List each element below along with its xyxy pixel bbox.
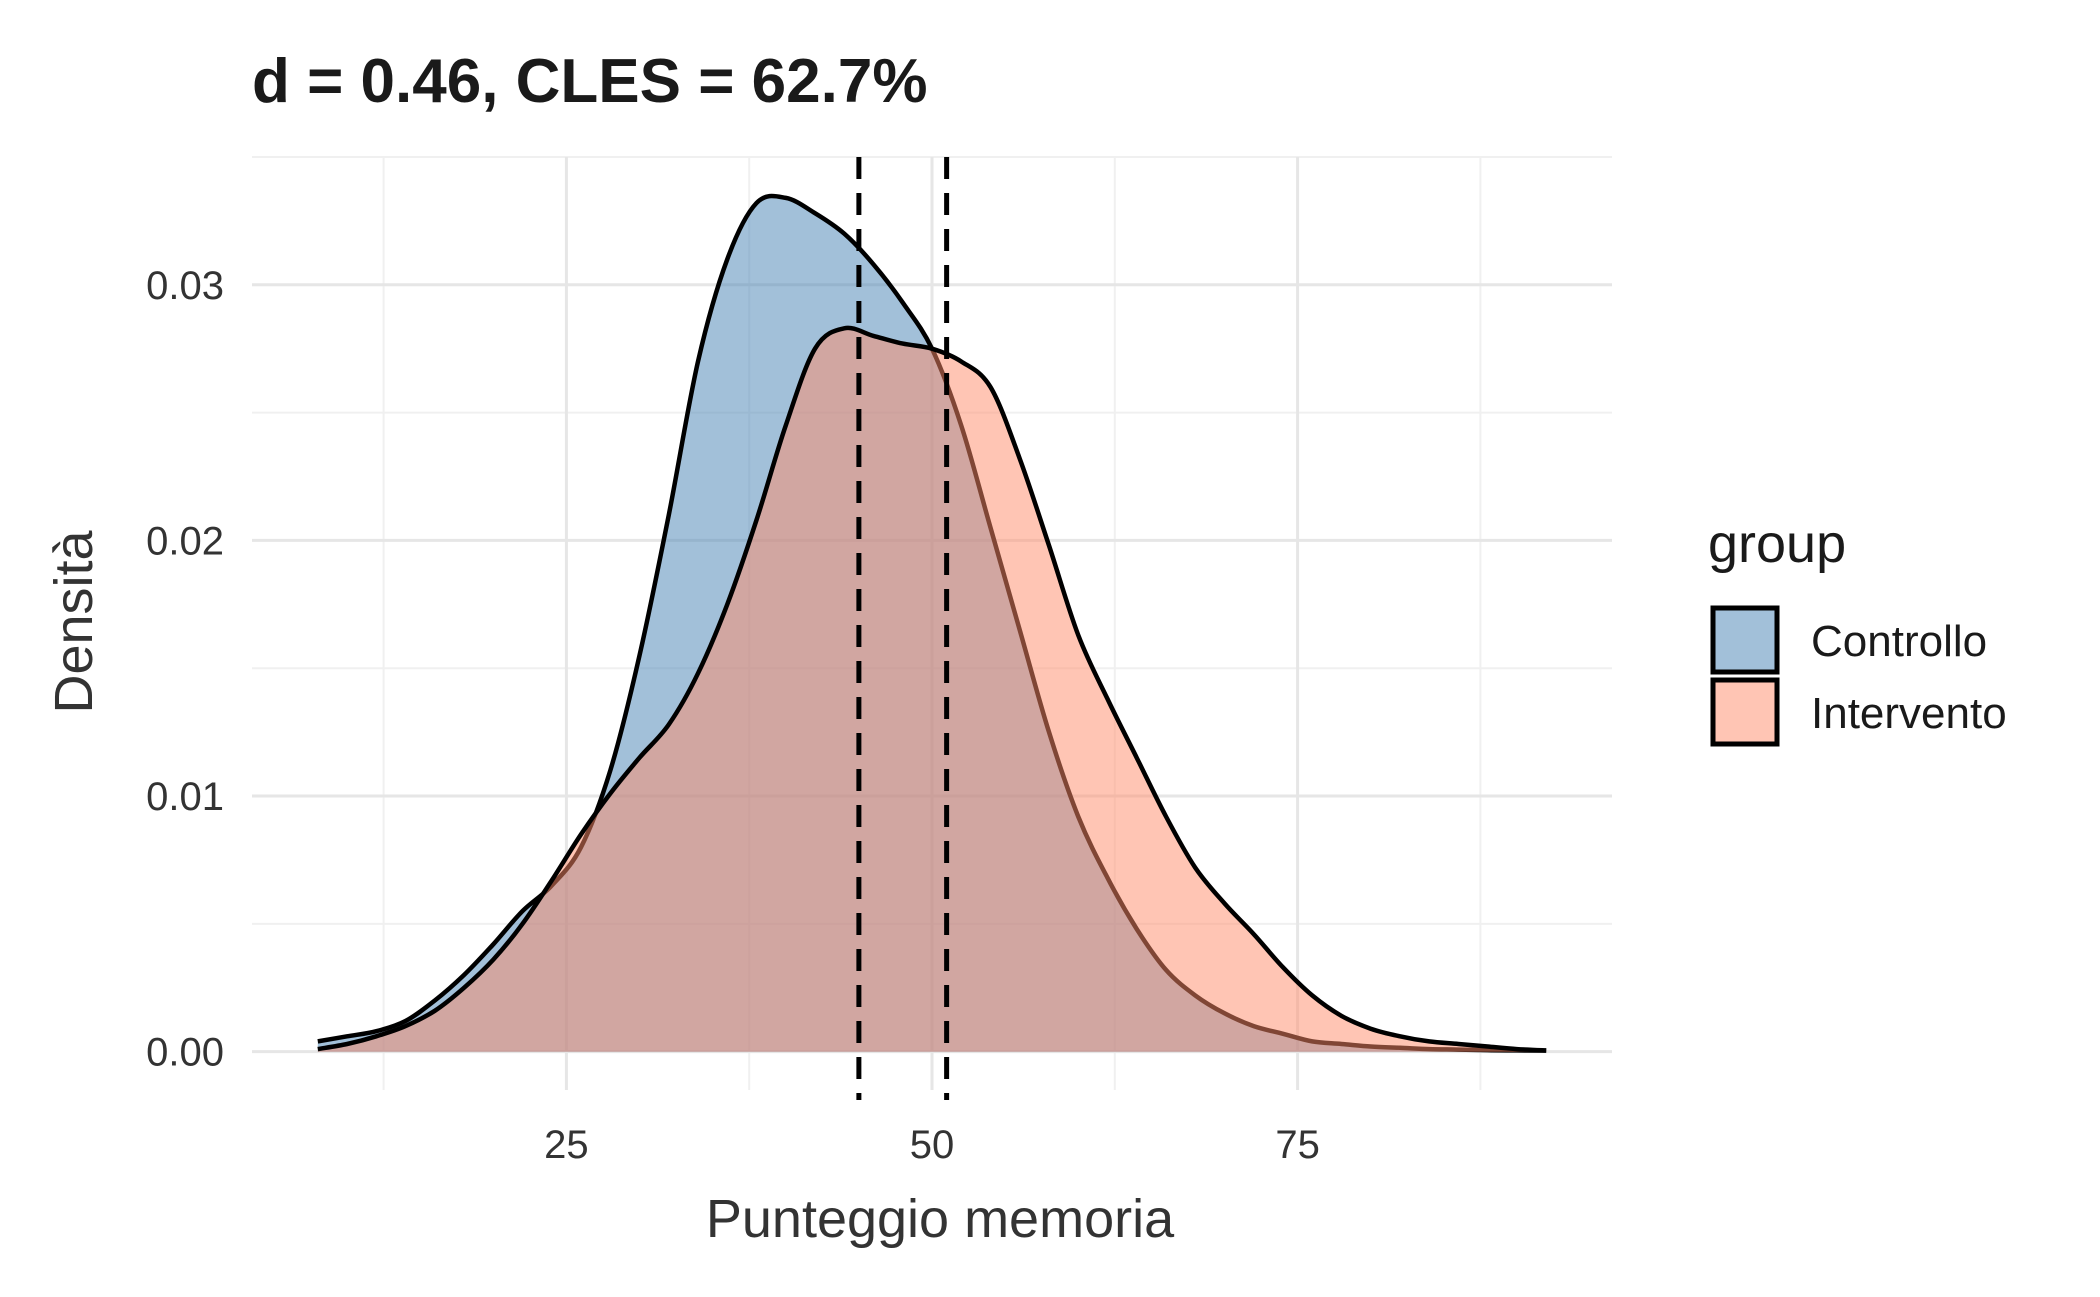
- legend-label-intervento: Intervento: [1811, 689, 2007, 738]
- y-tick-label: 0.03: [146, 264, 224, 308]
- density-areas: [317, 193, 1547, 1053]
- x-axis-ticks: 25 50 75: [544, 1123, 1320, 1167]
- legend-swatch-intervento: [1710, 677, 1780, 747]
- x-tick-label: 25: [544, 1123, 589, 1167]
- legend: group Controllo Intervento: [1708, 514, 2007, 747]
- x-tick-label: 75: [1275, 1123, 1320, 1167]
- x-tick-label: 50: [910, 1123, 955, 1167]
- y-tick-label: 0.00: [146, 1031, 224, 1075]
- y-tick-label: 0.02: [146, 519, 224, 563]
- chart-title: d = 0.46, CLES = 62.7%: [252, 47, 927, 116]
- y-tick-label: 0.01: [146, 775, 224, 819]
- legend-swatch-controllo: [1710, 605, 1780, 675]
- y-axis-title: Densità: [44, 529, 104, 713]
- legend-label-controllo: Controllo: [1811, 617, 1987, 666]
- y-axis-ticks: 0.00 0.01 0.02 0.03: [146, 264, 224, 1075]
- density-line-intervento: [317, 325, 1547, 1053]
- legend-title: group: [1708, 514, 1846, 574]
- mean-lines: [856, 157, 950, 1100]
- density-area-intervento: [317, 327, 1547, 1052]
- x-axis-title: Punteggio memoria: [706, 1189, 1175, 1249]
